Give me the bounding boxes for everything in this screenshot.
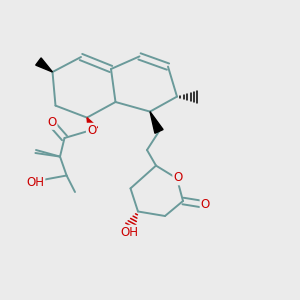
Text: OH: OH	[26, 176, 44, 189]
Text: O: O	[173, 171, 182, 184]
Polygon shape	[87, 118, 98, 132]
Text: OH: OH	[121, 226, 139, 239]
Text: O: O	[87, 124, 96, 137]
Polygon shape	[150, 112, 163, 133]
Text: O: O	[201, 197, 210, 211]
Polygon shape	[36, 58, 52, 72]
Text: O: O	[47, 116, 56, 129]
